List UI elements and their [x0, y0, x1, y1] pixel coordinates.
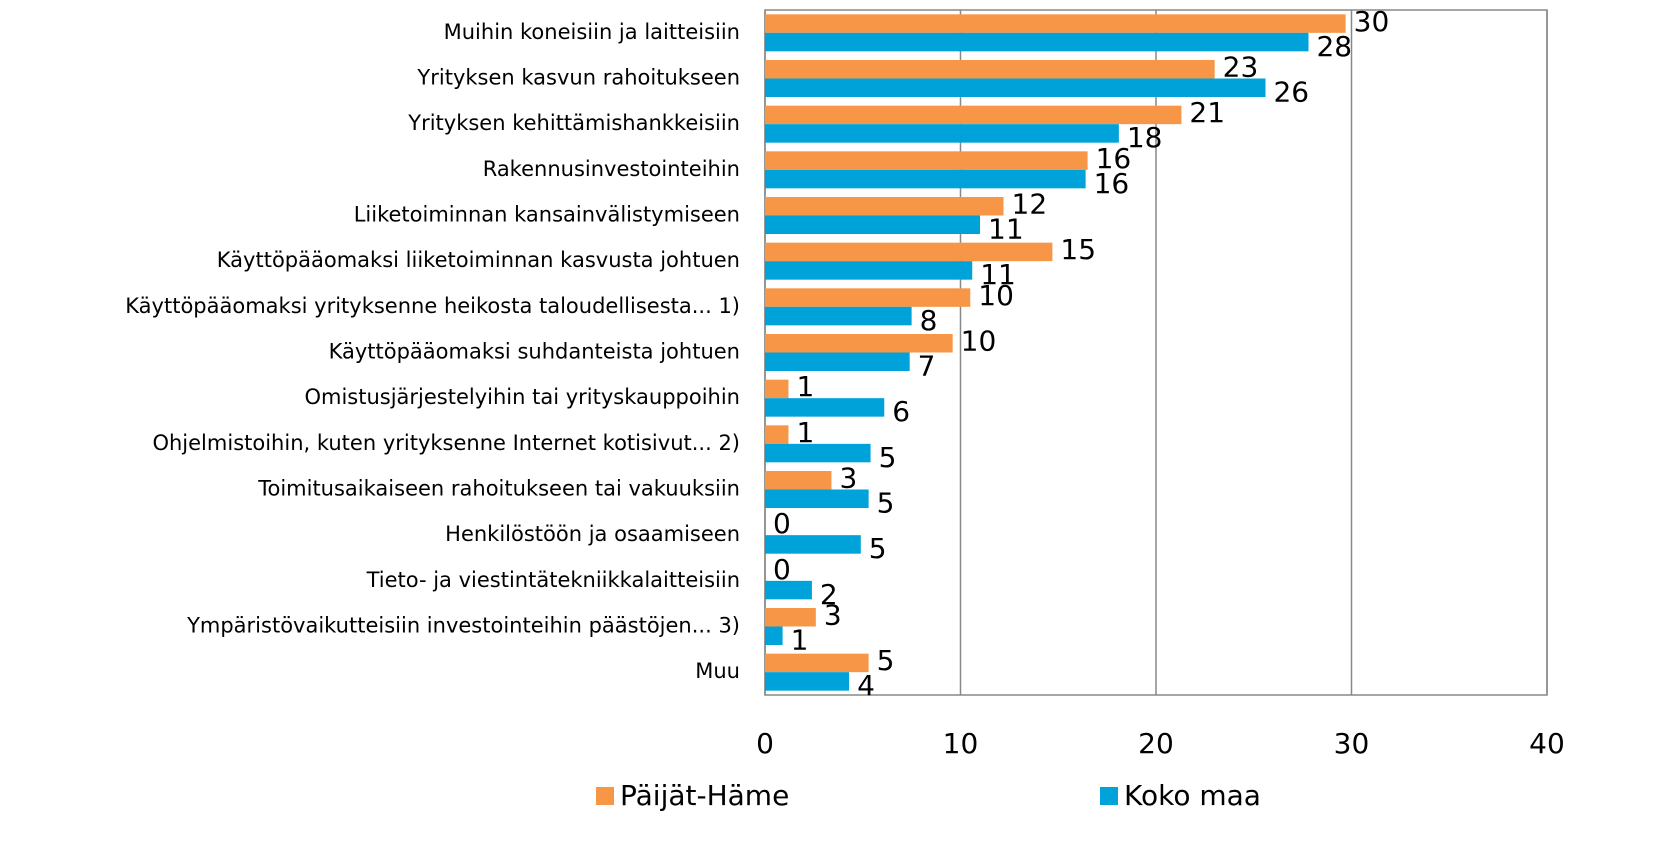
bar: [765, 288, 971, 307]
y-tick-label: Yrityksen kasvun rahoitukseen: [416, 66, 740, 90]
bar: [765, 124, 1119, 143]
bar: [765, 151, 1088, 170]
data-label: 28: [1316, 30, 1352, 63]
y-tick-label: Omistusjärjestelyihin tai yrityskauppoih…: [304, 385, 740, 409]
data-label: 15: [1060, 233, 1096, 266]
bar: [765, 672, 850, 691]
y-tick-label: Käyttöpääomaksi liiketoiminnan kasvusta …: [217, 248, 740, 272]
bar: [765, 443, 871, 463]
y-tick-label: Henkilöstöön ja osaamiseen: [445, 522, 740, 546]
bar: [765, 32, 1309, 52]
data-label: 1: [796, 416, 814, 449]
data-label: 8: [920, 304, 938, 337]
data-label: 3: [824, 599, 842, 632]
y-tick-label: Ohjelmistoihin, kuten yrityksenne Intern…: [152, 431, 740, 455]
x-tick-label: 20: [1138, 727, 1174, 760]
bar: [765, 489, 869, 508]
bar: [765, 14, 1346, 33]
data-label: 2: [820, 578, 838, 611]
bar: [765, 60, 1215, 79]
bar: [765, 379, 789, 399]
data-label: 16: [1096, 142, 1132, 175]
data-label: 23: [1223, 51, 1259, 84]
data-label: 3: [839, 462, 857, 495]
data-label: 1: [791, 624, 809, 657]
x-tick-label: 40: [1529, 727, 1565, 760]
bar: [765, 215, 981, 234]
y-tick-label: Rakennusinvestointeihin: [483, 157, 740, 181]
data-label: 16: [1094, 167, 1130, 200]
data-label: 7: [918, 350, 936, 383]
data-label: 21: [1189, 96, 1225, 129]
y-tick-label: Käyttöpääomaksi suhdanteista johtuen: [329, 340, 740, 364]
data-label: 18: [1127, 121, 1163, 154]
bar: [765, 398, 885, 417]
bar: [765, 535, 861, 554]
bar: [765, 78, 1266, 97]
bar: [765, 608, 816, 627]
data-label: 5: [879, 441, 897, 474]
legend-swatch: [596, 787, 614, 805]
data-label: 12: [1012, 188, 1048, 221]
bar: [765, 105, 1182, 125]
data-label: 11: [988, 213, 1024, 246]
y-tick-label: Tieto- ja viestintätekniikkalaitteisiin: [366, 568, 740, 592]
data-label: 0: [773, 507, 791, 540]
bar: [765, 580, 812, 600]
data-label: 5: [877, 644, 895, 677]
legend-swatch: [1100, 787, 1118, 805]
bar: [765, 197, 1004, 216]
data-label: 5: [877, 487, 895, 520]
bar: [765, 261, 973, 280]
x-tick-label: 30: [1334, 727, 1370, 760]
data-label: 1: [796, 370, 814, 403]
x-tick-label: 10: [943, 727, 979, 760]
bar: [765, 334, 953, 353]
y-tick-label: Toimitusaikaiseen rahoitukseen tai vakuu…: [257, 477, 740, 501]
data-label: 10: [961, 325, 997, 358]
data-label: 30: [1354, 5, 1390, 38]
x-tick-label: 0: [756, 727, 774, 760]
data-label: 6: [892, 395, 910, 428]
bar: [765, 626, 783, 645]
y-tick-label: Muu: [695, 659, 740, 683]
bar: [765, 169, 1086, 189]
bar: [765, 242, 1053, 262]
y-tick-label: Käyttöpääomaksi yrityksenne heikosta tal…: [125, 294, 740, 318]
bar: [765, 425, 789, 444]
bar: [765, 653, 869, 673]
data-label: 0: [773, 553, 791, 586]
legend-label: Koko maa: [1124, 779, 1261, 812]
y-tick-label: Liiketoiminnan kansainvälistymiseen: [354, 203, 740, 227]
legend-label: Päijät-Häme: [620, 779, 789, 812]
data-label: 5: [869, 532, 887, 565]
y-tick-label: Muihin koneisiin ja laitteisiin: [444, 20, 740, 44]
y-tick-label: Yrityksen kehittämishankkeisiin: [407, 111, 740, 135]
data-label: 4: [857, 669, 875, 702]
data-label: 10: [978, 279, 1014, 312]
bar: [765, 306, 912, 326]
data-label: 11: [980, 258, 1016, 291]
y-tick-label: Ympäristövaikutteisiin investointeihin p…: [186, 614, 740, 638]
data-label: 26: [1273, 76, 1309, 109]
bar: [765, 352, 910, 371]
bar: [765, 471, 832, 490]
